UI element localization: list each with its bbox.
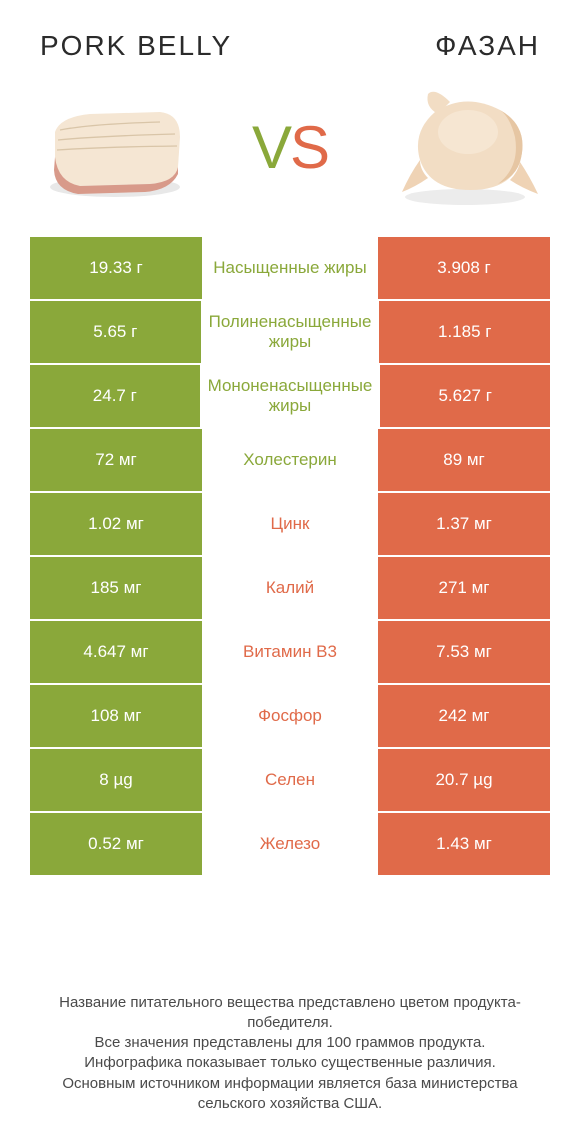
pork-belly-icon bbox=[30, 82, 200, 212]
table-row: 8 µgСелен20.7 µg bbox=[30, 749, 550, 811]
table-row: 24.7 гМононенасыщенные жиры5.627 г bbox=[30, 365, 550, 427]
vs-s: S bbox=[290, 114, 328, 181]
nutrient-label: Калий bbox=[204, 557, 376, 619]
nutrient-label: Фосфор bbox=[204, 685, 376, 747]
footer-line: Все значения представлены для 100 граммо… bbox=[30, 1033, 550, 1053]
right-value: 3.908 г bbox=[378, 237, 550, 299]
left-value: 0.52 мг bbox=[30, 813, 202, 875]
table-row: 72 мгХолестерин89 мг bbox=[30, 429, 550, 491]
nutrient-label: Цинк bbox=[204, 493, 376, 555]
nutrient-label: Полиненасыщенные жиры bbox=[203, 301, 378, 363]
footer-line: Инфографика показывает только существенн… bbox=[30, 1053, 550, 1073]
nutrient-label: Железо bbox=[204, 813, 376, 875]
right-value: 20.7 µg bbox=[378, 749, 550, 811]
left-value: 185 мг bbox=[30, 557, 202, 619]
images-row: VS bbox=[30, 72, 550, 237]
nutrient-label: Насыщенные жиры bbox=[204, 237, 376, 299]
left-value: 1.02 мг bbox=[30, 493, 202, 555]
footer-notes: Название питательного вещества представл… bbox=[30, 963, 550, 1125]
right-value: 1.37 мг bbox=[378, 493, 550, 555]
left-value: 8 µg bbox=[30, 749, 202, 811]
header: Pork belly Фазан bbox=[30, 30, 550, 72]
left-value: 19.33 г bbox=[30, 237, 202, 299]
nutrient-label: Селен bbox=[204, 749, 376, 811]
vs-label: VS bbox=[252, 113, 328, 182]
nutrient-label: Витамин B3 bbox=[204, 621, 376, 683]
right-value: 1.185 г bbox=[379, 301, 550, 363]
left-value: 5.65 г bbox=[30, 301, 201, 363]
footer-line: Название питательного вещества представл… bbox=[30, 993, 550, 1034]
table-row: 0.52 мгЖелезо1.43 мг bbox=[30, 813, 550, 875]
right-value: 5.627 г bbox=[380, 365, 550, 427]
table-row: 108 мгФосфор242 мг bbox=[30, 685, 550, 747]
right-value: 1.43 мг bbox=[378, 813, 550, 875]
vs-v: V bbox=[252, 114, 290, 181]
table-row: 5.65 гПолиненасыщенные жиры1.185 г bbox=[30, 301, 550, 363]
pheasant-image bbox=[380, 82, 550, 212]
left-title: Pork belly bbox=[40, 30, 232, 62]
right-title: Фазан bbox=[435, 30, 540, 62]
pheasant-icon bbox=[380, 82, 550, 212]
left-value: 72 мг bbox=[30, 429, 202, 491]
left-value: 24.7 г bbox=[30, 365, 200, 427]
pork-belly-image bbox=[30, 82, 200, 212]
right-value: 271 мг bbox=[378, 557, 550, 619]
table-row: 1.02 мгЦинк1.37 мг bbox=[30, 493, 550, 555]
right-value: 242 мг bbox=[378, 685, 550, 747]
table-row: 19.33 гНасыщенные жиры3.908 г bbox=[30, 237, 550, 299]
table-row: 185 мгКалий271 мг bbox=[30, 557, 550, 619]
table-row: 4.647 мгВитамин B37.53 мг bbox=[30, 621, 550, 683]
left-value: 108 мг bbox=[30, 685, 202, 747]
right-value: 89 мг bbox=[378, 429, 550, 491]
left-value: 4.647 мг bbox=[30, 621, 202, 683]
right-value: 7.53 мг bbox=[378, 621, 550, 683]
comparison-table: 19.33 гНасыщенные жиры3.908 г5.65 гПолин… bbox=[30, 237, 550, 875]
nutrient-label: Холестерин bbox=[204, 429, 376, 491]
infographic-container: Pork belly Фазан VS bbox=[0, 0, 580, 1144]
footer-line: Основным источником информации является … bbox=[30, 1074, 550, 1115]
nutrient-label: Мононенасыщенные жиры bbox=[202, 365, 379, 427]
